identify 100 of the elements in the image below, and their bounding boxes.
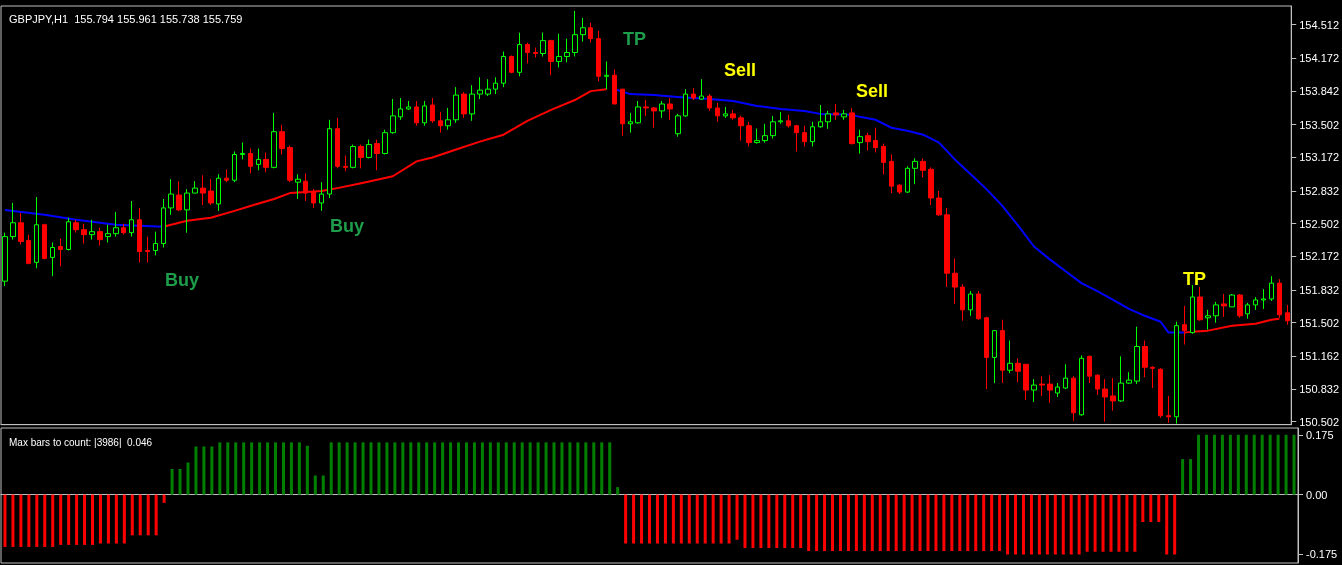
y-tick-label: 0.175 xyxy=(1306,428,1334,441)
bar xyxy=(759,494,763,548)
candlestick xyxy=(153,231,158,256)
candlestick xyxy=(477,76,483,100)
bar xyxy=(353,442,357,495)
candlestick xyxy=(145,236,150,263)
bar xyxy=(520,442,524,495)
bar xyxy=(831,494,835,552)
y-tick-label: 152.832 xyxy=(1299,184,1339,197)
candlestick xyxy=(540,32,546,57)
candlestick xyxy=(1047,374,1053,404)
bar xyxy=(1029,494,1033,555)
bar xyxy=(886,494,890,552)
candlestick xyxy=(453,86,459,124)
bar xyxy=(735,494,739,540)
bar xyxy=(98,494,102,544)
bar xyxy=(624,494,628,544)
candlestick xyxy=(691,87,696,101)
candlestick xyxy=(1158,367,1163,419)
bar xyxy=(202,446,206,495)
candlestick xyxy=(952,257,958,305)
bar xyxy=(632,494,636,544)
candlestick xyxy=(928,166,934,206)
bar xyxy=(1204,434,1208,495)
y-tick-label: 152.502 xyxy=(1299,217,1339,230)
candlestick xyxy=(841,109,847,121)
candlestick xyxy=(390,98,396,135)
bar xyxy=(67,494,71,545)
bar xyxy=(1165,494,1169,555)
candlestick xyxy=(920,157,926,178)
bar xyxy=(146,494,150,536)
y-tick-label: 153.502 xyxy=(1299,118,1339,131)
bar xyxy=(1252,434,1256,495)
bar xyxy=(1181,459,1185,495)
candlestick xyxy=(881,143,886,175)
bar xyxy=(584,442,588,495)
bar xyxy=(1260,434,1264,495)
text: GBPJPY,H1 155.794 155.961 155.738 155.759 xyxy=(9,12,243,25)
candlestick xyxy=(1000,319,1005,384)
bar xyxy=(727,494,731,544)
bar xyxy=(576,442,580,495)
bar xyxy=(441,442,445,495)
bar xyxy=(281,442,285,495)
candlestick xyxy=(1237,293,1243,319)
bar xyxy=(703,494,707,544)
bar xyxy=(1014,494,1018,555)
bar xyxy=(83,494,87,545)
candlestick xyxy=(374,139,380,171)
bar xyxy=(1021,494,1025,555)
bar xyxy=(1220,434,1224,495)
bar xyxy=(751,494,755,548)
bar xyxy=(775,494,779,548)
bar xyxy=(663,494,667,544)
bar xyxy=(488,442,492,495)
candlestick xyxy=(422,100,427,127)
bar xyxy=(385,442,389,495)
bar xyxy=(480,442,484,495)
candlestick xyxy=(738,115,744,142)
candlestick xyxy=(287,145,293,183)
bar xyxy=(544,442,548,495)
bar xyxy=(472,442,476,495)
bar xyxy=(464,442,468,495)
candlestick xyxy=(240,142,245,160)
candlestick xyxy=(770,115,776,140)
bar xyxy=(1276,434,1280,495)
bar xyxy=(894,494,898,552)
bar xyxy=(321,475,325,495)
annotation: TP xyxy=(623,29,647,49)
candlestick xyxy=(271,112,277,169)
bar xyxy=(862,494,866,552)
bar xyxy=(1189,459,1193,495)
candlestick xyxy=(667,97,673,121)
bar xyxy=(242,442,246,495)
candlestick xyxy=(588,22,593,44)
candlestick xyxy=(833,103,839,121)
bar xyxy=(361,442,365,495)
candlestick xyxy=(303,172,308,202)
bar xyxy=(226,442,230,495)
bar xyxy=(122,494,126,544)
candlestick xyxy=(129,200,134,238)
candlestick xyxy=(1150,365,1155,389)
candlestick xyxy=(612,68,617,105)
candlestick xyxy=(944,207,950,288)
candlestick xyxy=(849,107,855,146)
candlestick xyxy=(1253,296,1258,311)
candlestick xyxy=(58,238,63,267)
candlestick xyxy=(176,180,182,212)
bar xyxy=(695,494,699,544)
bar xyxy=(1069,494,1073,555)
candlestick xyxy=(97,227,103,247)
bar xyxy=(504,442,508,495)
candlestick xyxy=(715,102,720,123)
candlestick xyxy=(723,106,728,119)
bar xyxy=(377,442,381,495)
candlestick xyxy=(50,242,55,277)
bar xyxy=(679,494,683,544)
bar xyxy=(130,494,134,536)
candlestick xyxy=(113,211,119,238)
annotation: Sell xyxy=(856,81,889,101)
bar xyxy=(854,494,858,552)
